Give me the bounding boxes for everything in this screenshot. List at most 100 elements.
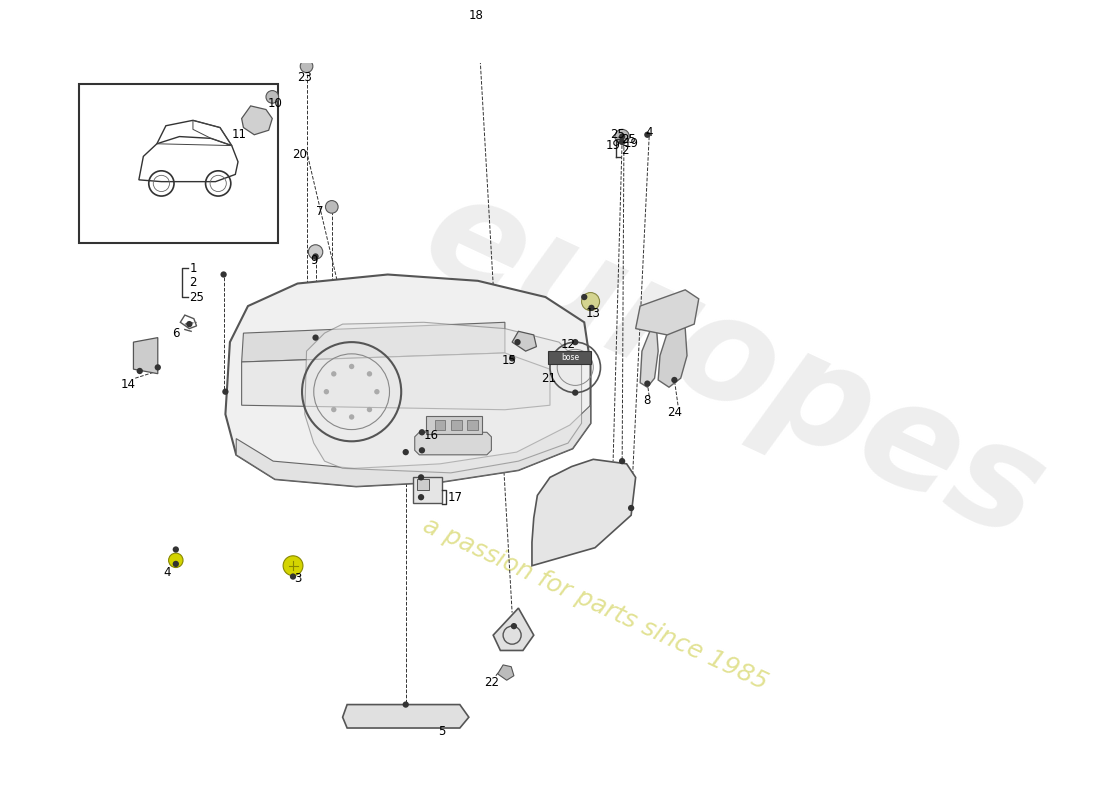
Text: 11: 11 [231, 128, 246, 142]
Circle shape [308, 245, 322, 259]
Polygon shape [242, 322, 505, 362]
Text: 16: 16 [424, 430, 439, 442]
Text: a passion for parts since 1985: a passion for parts since 1985 [419, 513, 771, 694]
Polygon shape [415, 432, 492, 455]
Text: 25: 25 [610, 128, 625, 142]
Bar [451, 420, 462, 430]
Circle shape [349, 414, 354, 420]
Circle shape [572, 339, 579, 346]
Polygon shape [497, 665, 514, 680]
Text: 5: 5 [438, 725, 446, 738]
Polygon shape [532, 459, 636, 566]
Text: 8: 8 [644, 394, 651, 407]
Text: europes: europes [403, 161, 1065, 570]
Text: 25: 25 [621, 133, 636, 146]
Bar [468, 420, 477, 430]
Circle shape [619, 458, 625, 464]
Polygon shape [493, 608, 534, 650]
Bar [434, 420, 446, 430]
Circle shape [628, 505, 635, 511]
Polygon shape [426, 416, 483, 434]
Circle shape [582, 293, 600, 310]
Circle shape [588, 305, 595, 311]
Polygon shape [658, 324, 688, 387]
Bar [79, 84, 277, 243]
Text: 6: 6 [172, 326, 179, 340]
Text: 7: 7 [317, 205, 323, 218]
Text: 19: 19 [624, 138, 639, 150]
Polygon shape [305, 322, 582, 473]
Circle shape [283, 556, 302, 576]
Circle shape [136, 368, 143, 374]
Circle shape [155, 364, 161, 370]
Text: 23: 23 [297, 70, 312, 83]
Circle shape [290, 574, 296, 580]
Circle shape [572, 390, 579, 396]
Circle shape [173, 561, 179, 567]
Circle shape [403, 702, 409, 708]
Circle shape [326, 201, 338, 213]
Circle shape [220, 271, 227, 278]
Polygon shape [640, 326, 658, 387]
Polygon shape [242, 353, 550, 410]
Text: 13: 13 [586, 306, 601, 320]
Circle shape [186, 321, 192, 327]
Text: 15: 15 [502, 354, 517, 366]
Circle shape [312, 334, 319, 341]
Circle shape [645, 131, 650, 138]
Circle shape [671, 377, 678, 383]
Circle shape [581, 294, 587, 300]
Text: 3: 3 [294, 572, 301, 585]
Text: 2: 2 [621, 143, 629, 157]
Polygon shape [242, 106, 273, 134]
Text: 25: 25 [189, 290, 205, 303]
Text: 14: 14 [121, 378, 135, 391]
Polygon shape [236, 406, 591, 486]
Circle shape [619, 134, 625, 140]
Circle shape [349, 364, 354, 369]
Circle shape [168, 553, 183, 567]
Text: 10: 10 [267, 97, 283, 110]
Circle shape [331, 371, 337, 377]
Circle shape [510, 623, 517, 630]
Circle shape [418, 474, 425, 481]
Text: 4: 4 [163, 566, 170, 578]
Circle shape [366, 371, 372, 377]
Text: 24: 24 [667, 406, 682, 419]
Circle shape [615, 130, 629, 144]
Text: 2: 2 [189, 276, 197, 289]
Circle shape [312, 254, 319, 260]
Polygon shape [342, 705, 469, 728]
Text: 18: 18 [469, 10, 484, 22]
Text: bose: bose [561, 353, 579, 362]
Polygon shape [412, 478, 442, 502]
Circle shape [366, 407, 372, 412]
Circle shape [418, 494, 425, 500]
Circle shape [300, 60, 312, 73]
Circle shape [403, 449, 409, 455]
Circle shape [323, 389, 329, 394]
Circle shape [645, 381, 650, 386]
Text: 4: 4 [646, 126, 653, 139]
Text: 20: 20 [292, 148, 307, 161]
Text: 22: 22 [484, 675, 499, 689]
Bar [417, 479, 429, 490]
Text: 9: 9 [310, 254, 318, 267]
Polygon shape [133, 338, 157, 374]
Circle shape [419, 447, 425, 454]
Bar [548, 351, 592, 364]
Polygon shape [513, 331, 537, 351]
Circle shape [509, 355, 515, 362]
Text: 21: 21 [541, 372, 556, 385]
Circle shape [173, 546, 179, 553]
Circle shape [331, 407, 337, 412]
Text: 17: 17 [448, 490, 463, 504]
Circle shape [222, 389, 229, 395]
Circle shape [266, 90, 278, 103]
Circle shape [374, 389, 379, 394]
Circle shape [475, 19, 481, 26]
Polygon shape [226, 274, 591, 486]
Text: 19: 19 [606, 139, 620, 152]
Circle shape [515, 339, 520, 346]
Circle shape [619, 139, 625, 145]
